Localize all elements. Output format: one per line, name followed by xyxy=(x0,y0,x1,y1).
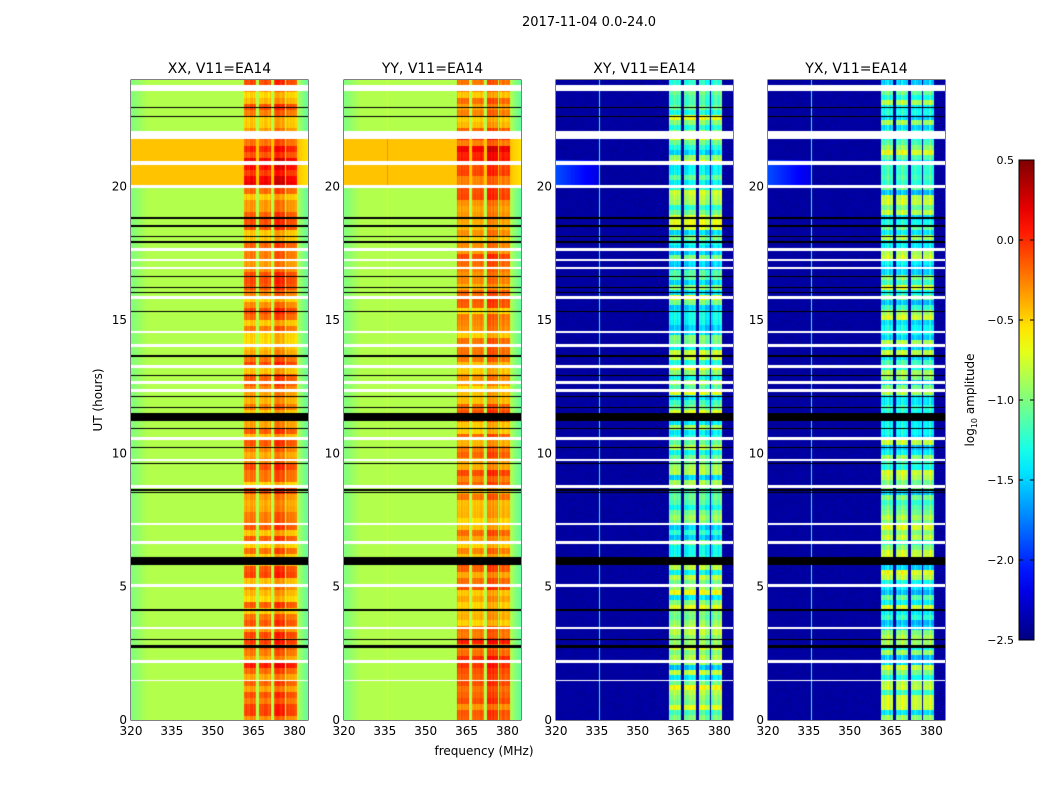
x-tick-label: 335 xyxy=(373,724,396,738)
y-tick-label: 5 xyxy=(756,580,764,594)
panel-title: XX, V11=EA14 xyxy=(168,61,272,77)
y-tick-label: 15 xyxy=(537,313,552,327)
y-tick-label: 20 xyxy=(112,180,127,194)
colorbar-tick-label: −1.5 xyxy=(987,474,1014,487)
y-tick-label: 10 xyxy=(325,446,340,460)
panel-title: XY, V11=EA14 xyxy=(593,61,695,77)
y-tick-label: 10 xyxy=(112,446,127,460)
x-tick-label: 365 xyxy=(455,724,478,738)
panel-0: XX, V11=EA14 320 335 350 365 380 0 5 10 15 20 xyxy=(112,61,309,738)
y-tick-label: 5 xyxy=(544,580,552,594)
y-tick-label: 10 xyxy=(537,446,552,460)
y-tick-label: 15 xyxy=(325,313,340,327)
panel-title: YY, V11=EA14 xyxy=(381,61,483,77)
x-tick-label: 380 xyxy=(283,724,306,738)
y-tick-label: 20 xyxy=(537,180,552,194)
colorbar-tick-label: −1.0 xyxy=(987,394,1014,407)
y-tick-label: 5 xyxy=(332,580,340,594)
y-tick-label: 5 xyxy=(119,580,127,594)
x-tick-label: 335 xyxy=(585,724,608,738)
y-tick-label: 0 xyxy=(544,713,552,727)
y-axis-label: UT (hours) xyxy=(91,368,105,431)
x-axis-label: frequency (MHz) xyxy=(434,744,533,758)
figure-title: 2017-11-04 0.0-24.0 xyxy=(522,15,656,30)
y-tick-label: 15 xyxy=(749,313,764,327)
panel-title: YX, V11=EA14 xyxy=(804,61,907,77)
heatmap-image-xy xyxy=(556,80,733,720)
colorbar: 0.5 0.0 −0.5 −1.0 −1.5 −2.0 −2.5 xyxy=(987,154,1035,647)
x-tick-label: 380 xyxy=(920,724,943,738)
x-tick-label: 365 xyxy=(879,724,902,738)
x-tick-label: 320 xyxy=(333,724,356,738)
y-tick-label: 15 xyxy=(112,313,127,327)
y-tick-label: 0 xyxy=(756,713,764,727)
colorbar-tick-label: 0.0 xyxy=(997,234,1015,247)
colorbar-label: log10 amplitude xyxy=(963,354,979,447)
x-tick-label: 350 xyxy=(626,724,649,738)
heatmap-image-xx xyxy=(131,80,308,720)
x-tick-label: 335 xyxy=(797,724,820,738)
colorbar-tick-label: −2.5 xyxy=(987,634,1014,647)
y-tick-label: 0 xyxy=(119,713,127,727)
x-tick-label: 365 xyxy=(242,724,265,738)
y-tick-label: 0 xyxy=(332,713,340,727)
y-tick-label: 20 xyxy=(325,180,340,194)
y-tick-label: 20 xyxy=(749,180,764,194)
x-tick-label: 350 xyxy=(838,724,861,738)
x-tick-label: 335 xyxy=(160,724,183,738)
x-tick-label: 380 xyxy=(496,724,519,738)
x-tick-label: 350 xyxy=(201,724,224,738)
x-tick-label: 380 xyxy=(708,724,731,738)
heatmap-image-yx xyxy=(768,80,945,720)
heatmap-image-yy xyxy=(344,80,521,720)
x-tick-label: 320 xyxy=(120,724,143,738)
colorbar-tick-label: −2.0 xyxy=(987,554,1014,567)
x-tick-label: 365 xyxy=(667,724,690,738)
y-tick-label: 10 xyxy=(749,446,764,460)
x-tick-label: 320 xyxy=(545,724,568,738)
x-tick-label: 350 xyxy=(414,724,437,738)
x-tick-label: 320 xyxy=(757,724,780,738)
colorbar-tick-label: 0.5 xyxy=(997,154,1015,167)
colorbar-tick-label: −0.5 xyxy=(987,314,1014,327)
